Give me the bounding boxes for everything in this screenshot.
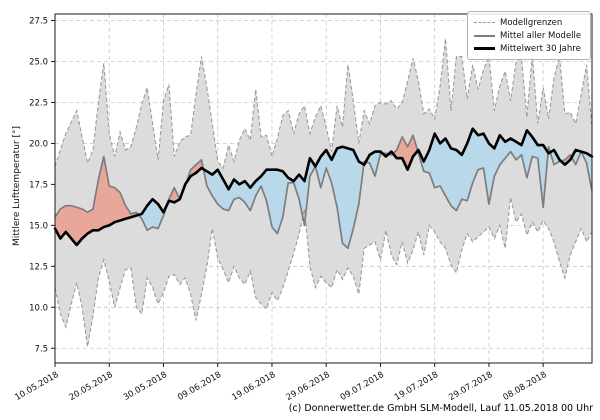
copyright-caption: (c) Donnerwetter.de GmbH SLM-Modell, Lau… — [288, 403, 593, 414]
y-tick-label: 12.5 — [29, 262, 48, 272]
x-tick-label: 09.07.2018 — [339, 370, 386, 403]
x-tick-label: 29.07.2018 — [447, 370, 494, 403]
y-tick-label: 7.5 — [34, 344, 48, 354]
plot-frame — [54, 13, 593, 364]
dashed-line-icon — [474, 22, 495, 23]
legend-item-mittel-aller-modelle: Mittel aller Modelle — [474, 29, 584, 42]
y-tick-label: 17.5 — [29, 180, 48, 190]
colder-than-normal-fill — [55, 128, 592, 249]
gray-line-icon — [474, 34, 495, 37]
x-tick-label: 19.06.2018 — [230, 370, 277, 403]
model-range-band — [55, 38, 592, 347]
legend-label: Mittelwert 30 Jahre — [500, 43, 581, 54]
x-tick-label: 30.05.2018 — [122, 370, 169, 403]
black-line-icon — [474, 47, 495, 50]
x-tick-label: 29.06.2018 — [285, 370, 332, 403]
y-tick-label: 20.0 — [29, 139, 48, 149]
chart-legend: Modellgrenzen Mittel aller Modelle Mitte… — [467, 11, 591, 60]
y-tick-label: 25.0 — [29, 58, 48, 68]
x-tick-label: 10.05.2018 — [13, 370, 60, 403]
climate-mean-line — [53, 127, 594, 247]
x-tick-label: 19.07.2018 — [393, 370, 440, 403]
y-tick-label: 15.0 — [29, 221, 48, 231]
y-axis-label: Mittlere Lufttemperatur [°] — [12, 126, 22, 246]
y-tick-label: 22.5 — [29, 98, 48, 108]
x-tick-label: 09.06.2018 — [176, 370, 223, 403]
legend-label: Modellgrenzen — [500, 17, 563, 28]
model-upper-bound-line — [54, 38, 593, 170]
y-tick-label: 27.5 — [29, 17, 48, 27]
legend-item-mittelwert-30-jahre: Mittelwert 30 Jahre — [474, 42, 584, 55]
legend-label: Mittel aller Modelle — [500, 30, 582, 41]
x-tick-label: 08.08.2018 — [502, 370, 549, 403]
model-lower-bound-line — [54, 197, 593, 347]
model-mean-line — [54, 134, 593, 250]
x-tick-label: 20.05.2018 — [68, 370, 115, 403]
y-tick-label: 10.0 — [29, 303, 48, 313]
legend-item-modellgrenzen: Modellgrenzen — [474, 16, 584, 29]
